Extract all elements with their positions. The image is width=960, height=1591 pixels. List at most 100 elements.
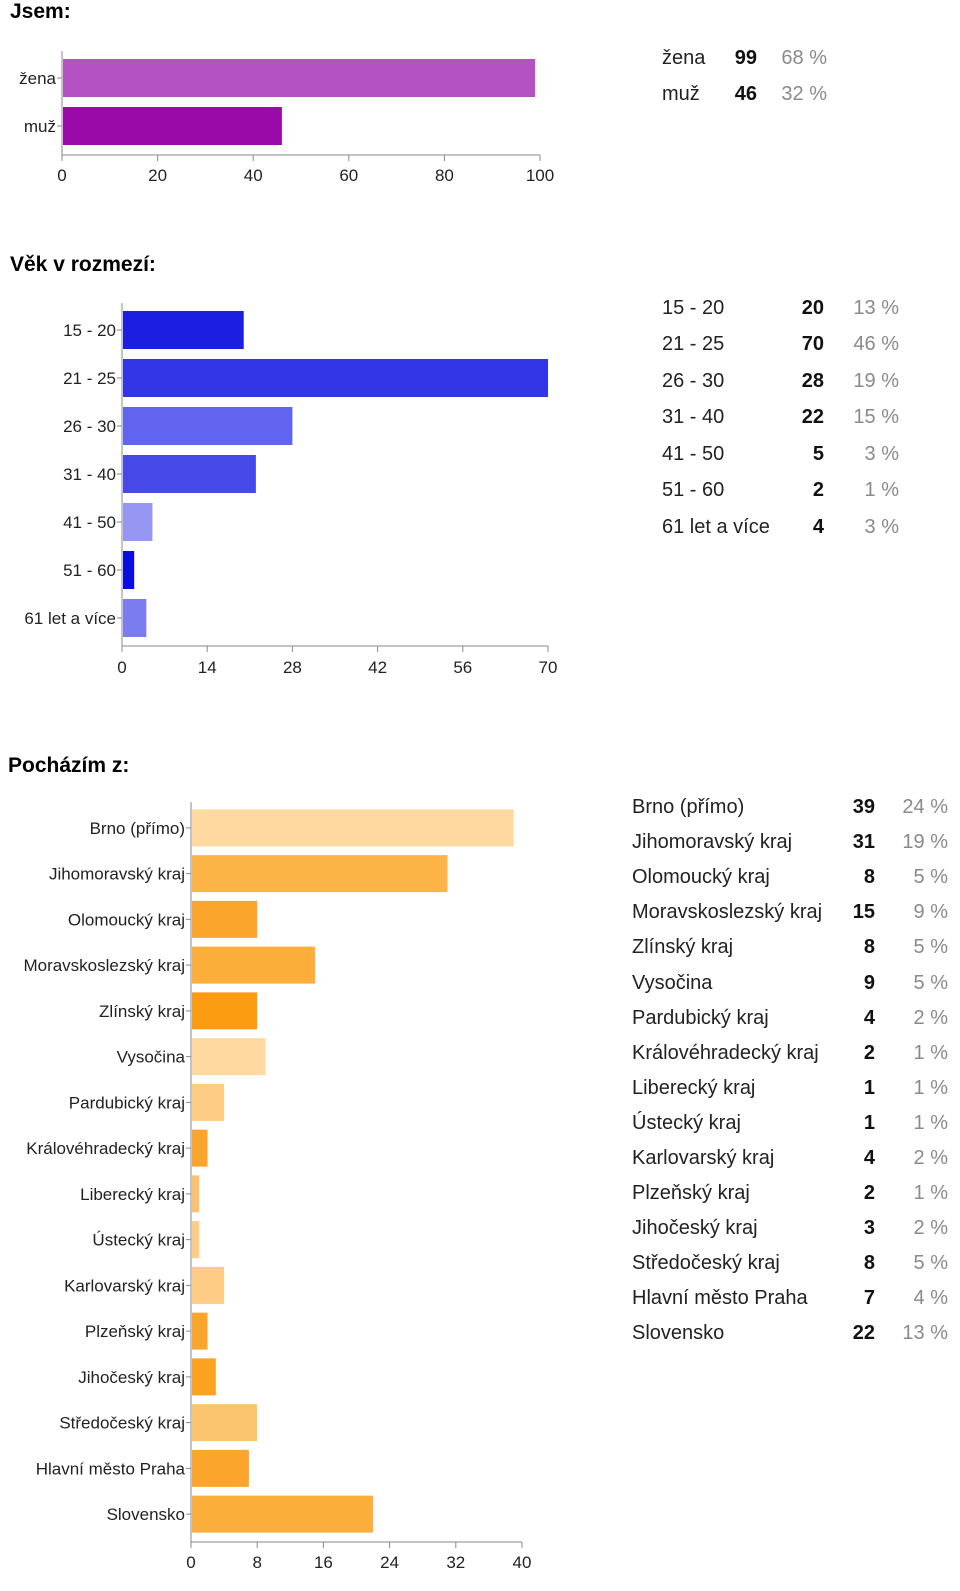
summary-percent: 1 %	[913, 1111, 948, 1134]
summary-label: Olomoucký kraj	[632, 866, 770, 889]
category-label: Hlavní město Praha	[36, 1459, 186, 1478]
x-tick-label: 24	[380, 1553, 399, 1572]
bar	[192, 1038, 266, 1076]
summary-percent: 32 %	[781, 83, 827, 106]
summary-percent: 15 %	[853, 406, 899, 429]
summary-percent: 5 %	[913, 971, 948, 994]
summary-table-vek: 15 - 20 20 13 % 21 - 25 70 46 % 26 - 30 28 19 % 3…	[662, 290, 899, 546]
summary-row: 15 - 20 20 13 %	[662, 290, 899, 327]
summary-label: 31 - 40	[662, 406, 725, 429]
summary-count: 31	[852, 831, 875, 854]
bar	[192, 855, 448, 893]
summary-row: Karlovarský kraj 4 2 %	[632, 1141, 948, 1176]
summary-percent: 5 %	[913, 1252, 948, 1275]
category-label: Pardubický kraj	[69, 1093, 185, 1112]
x-tick-label: 70	[539, 658, 558, 677]
summary-percent: 13 %	[902, 1322, 948, 1345]
summary-percent: 2 %	[913, 1146, 948, 1169]
summary-percent: 5 %	[913, 866, 948, 889]
bar	[192, 1358, 216, 1396]
summary-label: Hlavní město Praha	[632, 1287, 808, 1310]
category-label: 15 - 20	[63, 321, 116, 340]
summary-percent: 5 %	[913, 936, 948, 959]
summary-label: Pardubický kraj	[632, 1006, 769, 1029]
summary-count: 2	[812, 479, 824, 502]
summary-row: muž 46 32 %	[662, 77, 827, 114]
summary-label: muž	[662, 83, 700, 106]
summary-row: Slovensko 22 13 %	[632, 1316, 948, 1351]
summary-label: Karlovarský kraj	[632, 1146, 775, 1169]
category-label: Královéhradecký kraj	[26, 1139, 185, 1158]
category-label: Vysočina	[117, 1048, 186, 1067]
summary-count: 8	[863, 1252, 875, 1275]
category-label: 51 - 60	[63, 561, 116, 580]
summary-row: žena 99 68 %	[662, 40, 827, 77]
category-label: Moravskoslezský kraj	[23, 956, 185, 975]
summary-percent: 1 %	[864, 479, 899, 502]
category-label: Olomoucký kraj	[68, 910, 185, 929]
category-label: Brno (přímo)	[90, 819, 185, 838]
x-tick-label: 40	[513, 1553, 532, 1572]
summary-count: 8	[863, 936, 875, 959]
category-label: 31 - 40	[63, 465, 116, 484]
category-label: 61 let a více	[24, 609, 116, 628]
summary-label: 26 - 30	[662, 369, 725, 392]
bar	[192, 992, 258, 1030]
summary-count: 22	[801, 406, 824, 429]
summary-percent: 3 %	[864, 442, 899, 465]
bar	[123, 407, 293, 445]
summary-row: Plzeňský kraj 2 1 %	[632, 1176, 948, 1211]
bar	[63, 59, 536, 97]
summary-count: 2	[863, 1041, 875, 1064]
x-tick-label: 40	[244, 166, 263, 185]
x-tick-label: 60	[339, 166, 358, 185]
summary-percent: 1 %	[913, 1182, 948, 1205]
x-tick-label: 42	[368, 658, 387, 677]
summary-row: 31 - 40 22 15 %	[662, 400, 899, 437]
category-label: Ústecký kraj	[92, 1231, 185, 1250]
summary-label: 21 - 25	[662, 333, 725, 356]
summary-label: Moravskoslezský kraj	[632, 901, 823, 924]
summary-count: 1	[863, 1111, 875, 1134]
summary-count: 46	[734, 83, 757, 106]
summary-row: Jihomoravský kraj 31 19 %	[632, 825, 948, 860]
category-label: Jihomoravský kraj	[49, 865, 185, 884]
summary-row: 61 let a více 4 3 %	[662, 509, 899, 546]
summary-row: Pardubický kraj 4 2 %	[632, 1001, 948, 1036]
chart-jsem: 0 20 40 60 80 100 žena muž	[19, 51, 554, 185]
summary-label: 61 let a více	[662, 515, 770, 538]
summary-percent: 19 %	[902, 831, 948, 854]
summary-label: Jihočeský kraj	[632, 1217, 758, 1240]
x-tick-label: 56	[453, 658, 472, 677]
summary-percent: 46 %	[853, 333, 899, 356]
bar	[192, 1083, 225, 1121]
summary-count: 9	[863, 971, 875, 994]
category-label: Jihočeský kraj	[78, 1368, 185, 1387]
summary-label: Plzeňský kraj	[632, 1182, 750, 1205]
x-tick-label: 32	[446, 1553, 465, 1572]
x-tick-label: 8	[252, 1553, 261, 1572]
summary-count: 70	[801, 333, 824, 356]
x-tick-label: 100	[526, 166, 554, 185]
summary-row: 21 - 25 70 46 %	[662, 327, 899, 364]
summary-label: Zlínský kraj	[632, 936, 734, 959]
summary-row: Ústecký kraj 1 1 %	[632, 1106, 948, 1141]
summary-percent: 13 %	[853, 296, 899, 319]
category-label: žena	[19, 69, 56, 88]
summary-count: 8	[863, 866, 875, 889]
summary-row: Moravskoslezský kraj 15 9 %	[632, 895, 948, 930]
x-tick-label: 28	[283, 658, 302, 677]
summary-count: 4	[863, 1006, 875, 1029]
summary-count: 15	[852, 901, 875, 924]
category-label: Plzeňský kraj	[85, 1322, 185, 1341]
summary-row: Jihočeský kraj 3 2 %	[632, 1211, 948, 1246]
bar	[123, 599, 147, 637]
bar	[123, 503, 153, 541]
summary-row: Zlínský kraj 8 5 %	[632, 930, 948, 965]
bar	[123, 311, 244, 349]
bar	[192, 1266, 225, 1304]
bar	[192, 1495, 374, 1533]
summary-row: Středočeský kraj 8 5 %	[632, 1246, 948, 1281]
summary-row: Vysočina 9 5 %	[632, 965, 948, 1000]
